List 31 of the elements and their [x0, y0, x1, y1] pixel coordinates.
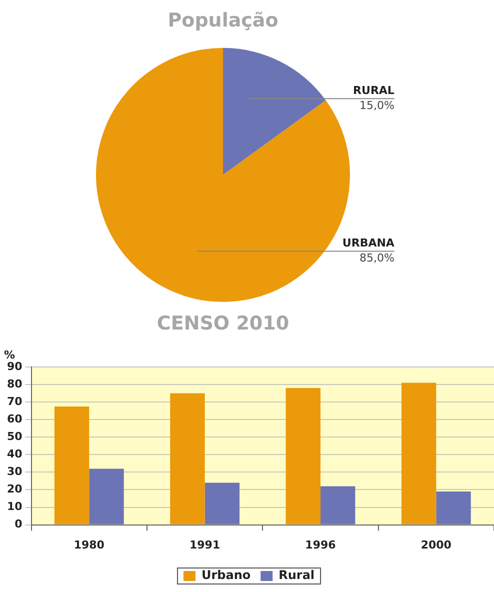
y-tick-label: 90: [6, 360, 23, 373]
y-tick-label: 80: [6, 377, 23, 390]
text: CENSO 2010: [156, 312, 290, 334]
bar: [401, 382, 436, 524]
data-label: 15,0%: [359, 98, 394, 112]
y-tick-label: 60: [6, 412, 23, 426]
bar: [436, 491, 471, 524]
y-tick-label: 50: [6, 430, 23, 443]
y-tick-label: 10: [6, 500, 23, 514]
y-tick-label: 40: [6, 448, 23, 461]
bar: [320, 486, 356, 524]
x-tick-label: 1991: [190, 538, 220, 552]
x-tick-label: 1980: [74, 538, 105, 552]
legend-label: Urbano: [201, 568, 251, 582]
data-label: 85,0%: [359, 252, 394, 265]
y-axis-title: %: [4, 348, 16, 362]
x-tick-label: 1996: [305, 538, 336, 552]
bar: [54, 406, 90, 524]
chart-title: População: [168, 9, 278, 32]
bar: [89, 468, 124, 524]
slice-label: RURAL: [353, 84, 394, 97]
bar: [170, 393, 205, 524]
x-tick-label: 2000: [420, 538, 452, 552]
bar: [286, 388, 320, 524]
y-tick-label: 70: [6, 394, 23, 408]
y-tick-label: 20: [6, 482, 23, 496]
y-tick-label: 0: [14, 518, 23, 531]
y-tick-label: 30: [6, 465, 23, 478]
slice-label: URBANA: [342, 236, 395, 250]
legend-label: Rural: [278, 568, 315, 582]
bar: [204, 482, 240, 524]
